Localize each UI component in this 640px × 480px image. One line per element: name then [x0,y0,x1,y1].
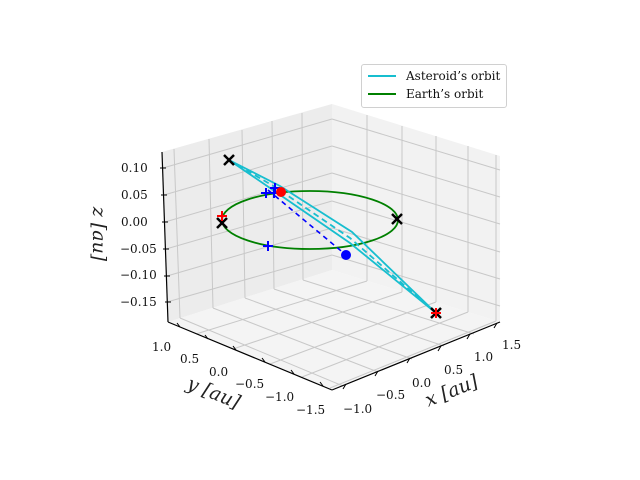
legend-label: Asteroid’s orbit [406,69,501,83]
axis-ticks [160,167,498,390]
z-tick-label: −0.10 [120,268,157,282]
asteroid-position-dot [276,187,286,197]
earth-line-swatch-icon [368,93,396,95]
x-tick-label: 0.5 [444,363,464,377]
y-axis-line [167,321,333,391]
y-tick-label: 0.0 [209,365,229,379]
z-tick-label: 0.00 [121,215,148,229]
y-tick-label: 1.0 [152,340,172,354]
legend: Asteroid’s orbit Earth’s orbit [361,64,507,108]
grid-lines [162,112,501,389]
z-tick-label: −0.15 [120,295,157,309]
z-axis-label: z [au] [88,206,111,262]
z-axis-line [161,151,169,323]
legend-label: Earth’s orbit [406,87,484,101]
x-tick-label: 1.5 [502,338,522,352]
y-tick-label: −1.0 [265,390,295,404]
y-tick-label: 0.5 [180,352,200,366]
legend-item-asteroid: Asteroid’s orbit [368,67,500,85]
asteroid-line-swatch-icon [368,75,396,77]
axes-panes [162,104,500,390]
red-plus-icon [217,211,441,318]
markers [216,154,442,319]
x-tick-label: −0.5 [376,388,406,402]
x-tick-label: 1.0 [474,350,494,364]
sun-earth-line [267,189,347,256]
z-tick-label: 0.10 [121,161,148,175]
x-tick-label: −1.0 [343,402,373,416]
y-tick-label: −1.5 [296,403,326,417]
x-tick-label: 0.0 [412,376,432,390]
axis-lines [161,151,501,391]
z-tick-label: −0.05 [120,242,157,256]
y-tick-label: −0.5 [235,377,265,391]
earth-position-dot [341,250,351,260]
x-axis-line [331,321,501,391]
asteroid-orbit [228,159,437,314]
legend-item-earth: Earth’s orbit [368,85,483,103]
z-tick-label: 0.05 [121,188,148,202]
